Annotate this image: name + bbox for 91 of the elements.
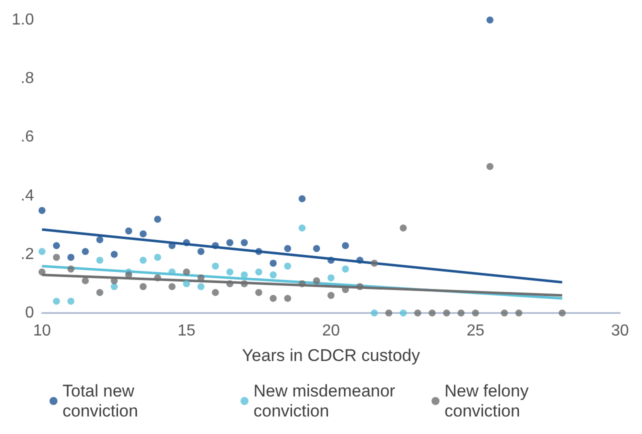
point — [313, 245, 320, 252]
point — [38, 206, 46, 214]
x-tick-label: 20 — [322, 322, 340, 340]
point — [486, 16, 494, 24]
point — [458, 310, 465, 316]
x-tick-label: 25 — [466, 322, 484, 340]
point — [110, 250, 118, 258]
point — [212, 288, 219, 296]
y-tick-label: 0 — [25, 304, 34, 322]
point — [212, 242, 219, 250]
legend-label: New misdemeanor conviction — [254, 382, 400, 420]
point — [38, 268, 46, 276]
point — [313, 277, 320, 284]
point — [140, 230, 147, 238]
point — [140, 256, 147, 264]
point — [255, 268, 262, 276]
point — [226, 239, 234, 246]
point — [154, 254, 162, 261]
point — [67, 254, 74, 261]
point — [385, 310, 392, 316]
point — [370, 310, 378, 316]
point — [110, 283, 118, 290]
point — [500, 310, 508, 316]
x-axis-title: Years in CDCR custody — [242, 346, 420, 365]
point — [96, 288, 104, 296]
point — [356, 283, 364, 290]
point — [82, 248, 89, 255]
point — [226, 268, 234, 276]
point — [284, 262, 292, 270]
y-tick-label: .6 — [20, 128, 34, 146]
legend-label: New felony conviction — [444, 382, 534, 420]
point — [342, 266, 349, 273]
point — [298, 224, 306, 232]
point — [370, 260, 378, 267]
legend-label: Total new conviction — [62, 382, 140, 420]
point — [168, 268, 176, 276]
point — [183, 268, 190, 276]
point — [428, 310, 436, 316]
point — [342, 242, 349, 250]
point — [270, 271, 277, 278]
point — [183, 280, 190, 288]
point — [356, 256, 364, 264]
point — [255, 288, 262, 296]
point — [270, 260, 277, 267]
y-tick-label: 1.0 — [12, 12, 34, 28]
point — [558, 310, 566, 316]
point — [400, 310, 407, 316]
y-tick-label: .2 — [20, 246, 34, 263]
x-tick-label: 30 — [611, 322, 629, 340]
y-tick-label: .4 — [20, 187, 34, 204]
point — [270, 294, 277, 302]
point — [240, 239, 248, 246]
point — [67, 266, 74, 273]
point — [255, 248, 262, 255]
point — [284, 245, 292, 252]
point — [197, 283, 204, 290]
point — [52, 298, 60, 305]
point — [197, 248, 204, 255]
point — [67, 298, 74, 305]
point — [515, 310, 522, 316]
point — [486, 163, 494, 170]
point — [240, 280, 248, 288]
point — [414, 310, 422, 316]
point — [154, 216, 162, 223]
point — [328, 256, 334, 264]
point — [38, 248, 46, 255]
point — [125, 271, 132, 278]
point — [298, 195, 306, 202]
point — [240, 271, 248, 278]
point — [328, 274, 334, 282]
point — [140, 283, 147, 290]
point — [96, 236, 104, 244]
point — [52, 254, 60, 261]
x-tick-label: 15 — [178, 322, 196, 340]
point — [96, 256, 104, 264]
point — [298, 280, 306, 288]
point — [400, 224, 407, 232]
point — [183, 239, 190, 246]
point — [472, 310, 479, 316]
point — [212, 262, 219, 270]
point — [328, 292, 334, 299]
point — [52, 242, 60, 250]
point — [154, 274, 162, 282]
y-tick-label: .8 — [20, 70, 34, 88]
point — [226, 280, 234, 288]
point — [284, 294, 292, 302]
point — [82, 277, 89, 284]
point — [168, 283, 176, 290]
point — [443, 310, 450, 316]
x-tick-label: 10 — [33, 322, 51, 340]
point — [125, 227, 132, 234]
